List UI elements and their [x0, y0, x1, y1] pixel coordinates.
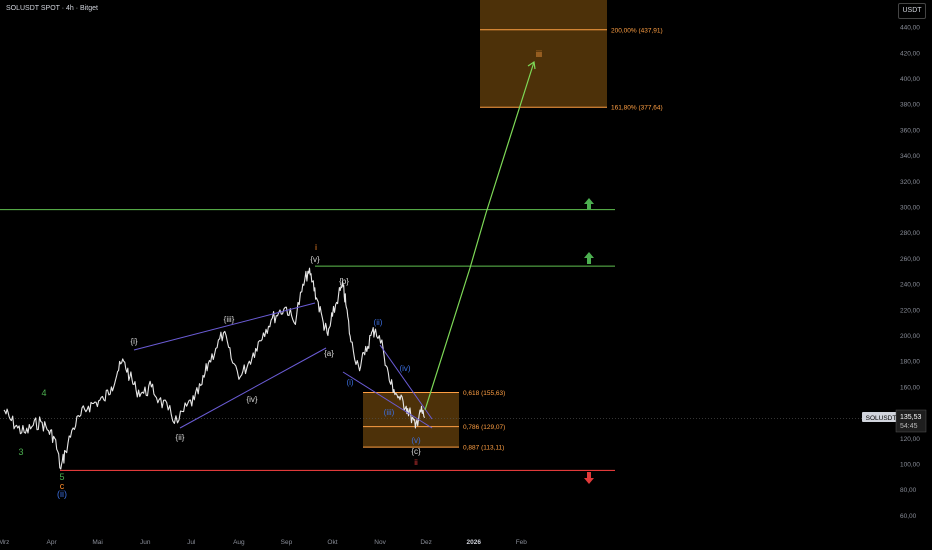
- wave-label: c: [60, 481, 65, 491]
- y-tick-label: 80,00: [900, 487, 917, 494]
- channel-line: [179, 347, 327, 429]
- y-tick-label: 340,00: [900, 153, 920, 160]
- down-arrow-icon: [584, 472, 594, 484]
- y-tick-label: 300,00: [900, 205, 920, 212]
- horizontal-levels: [0, 209, 895, 472]
- fib-zone-target: [480, 0, 607, 108]
- wave-label: {b}: [339, 277, 349, 286]
- wave-label: {iv}: [246, 395, 257, 404]
- x-tick-label: Jun: [140, 539, 151, 546]
- wave-label: i: [315, 243, 317, 252]
- fib-zones: 0,618 (155,63) 0,786 (129,07) 0,887 (113,1…: [363, 0, 663, 452]
- x-tick-label: Mrz: [0, 539, 9, 546]
- annotations: [133, 60, 594, 484]
- wave-label: 3: [18, 447, 23, 457]
- price-tag-symbol: SOLUSDT: [866, 415, 897, 422]
- channel-line: [133, 302, 316, 351]
- wave-label: 5: [59, 472, 64, 482]
- y-tick-label: 200,00: [900, 333, 920, 340]
- wave-label: iii: [536, 49, 542, 59]
- fib-level-label: 0,618 (155,63): [463, 390, 505, 397]
- fib-level-label: 0,887 (113,11): [463, 445, 504, 452]
- wave-label: ii: [414, 458, 418, 467]
- x-tick-label: Apr: [47, 539, 58, 546]
- chart-title: SOLUSDT SPOT · 4h · Bitget: [6, 5, 98, 12]
- y-tick-label: 320,00: [900, 179, 920, 186]
- y-tick-label: 440,00: [900, 25, 920, 32]
- y-tick-label: 400,00: [900, 76, 920, 83]
- x-tick-label: 2026: [466, 539, 481, 546]
- price-line: [3, 267, 426, 470]
- y-tick-label: 360,00: [900, 127, 920, 134]
- up-arrow-icon: [584, 252, 594, 264]
- wave-labels: 345c(ii){i}{ii}{iii}{iv}{v}i{a}{b}(i)(ii…: [18, 49, 542, 499]
- x-tick-label: Sep: [281, 539, 293, 546]
- price-tag-symbol-bg: [862, 412, 900, 422]
- wave-label: (ii): [57, 489, 67, 499]
- fib-target-label: 161,80% (377,64): [611, 105, 663, 112]
- fib-level-label: 0,786 (129,07): [463, 424, 505, 431]
- price-tag: SOLUSDT 135,53 54:45: [862, 409, 927, 433]
- wave-label: {iii}: [224, 315, 235, 324]
- wave-label: (i): [346, 378, 353, 387]
- y-tick-label: 60,00: [900, 513, 917, 520]
- x-tick-label: Dez: [420, 539, 432, 546]
- wave-label: {i}: [130, 337, 137, 346]
- x-tick-label: Jul: [187, 539, 196, 546]
- wave-label: {c}: [411, 447, 421, 456]
- up-arrow-icon: [584, 198, 594, 210]
- wave-label: (iv): [399, 364, 410, 373]
- channel-line: [379, 344, 433, 420]
- x-tick-label: Okt: [327, 539, 337, 546]
- wave-label: {v}: [310, 255, 320, 264]
- wave-label: (iii): [384, 408, 395, 417]
- price-tag-box: [895, 409, 927, 433]
- axes: 60,0080,00100,00120,00140,00160,00180,00…: [0, 25, 920, 546]
- wave-label: 4: [41, 388, 46, 398]
- y-tick-label: 100,00: [900, 462, 920, 469]
- y-tick-label: 260,00: [900, 256, 920, 263]
- y-tick-label: 160,00: [900, 384, 920, 391]
- price-tag-value: 135,53: [900, 414, 922, 421]
- currency-button[interactable]: USDT: [898, 3, 926, 19]
- fib-target-label: 200,00% (437,91): [611, 27, 663, 34]
- x-tick-label: Aug: [233, 539, 245, 546]
- y-tick-label: 380,00: [900, 102, 920, 109]
- x-tick-label: Mai: [92, 539, 102, 546]
- y-tick-label: 420,00: [900, 50, 920, 57]
- price-tag-timer: 54:45: [900, 423, 918, 430]
- channel-line: [342, 371, 433, 429]
- wave-label: {a}: [324, 349, 334, 358]
- x-tick-label: Feb: [516, 539, 528, 546]
- wave-label: (ii): [374, 318, 383, 327]
- wave-label: {ii}: [176, 433, 185, 442]
- y-tick-label: 240,00: [900, 282, 920, 289]
- x-tick-label: Nov: [374, 539, 386, 546]
- y-tick-label: 180,00: [900, 359, 920, 366]
- y-tick-label: 220,00: [900, 307, 920, 314]
- wave-label: (v): [411, 436, 421, 445]
- price-series: [3, 267, 426, 470]
- y-tick-label: 120,00: [900, 436, 920, 443]
- y-tick-label: 280,00: [900, 230, 920, 237]
- projection-arrow-head: [527, 60, 536, 70]
- projection-arrow-line: [424, 61, 535, 411]
